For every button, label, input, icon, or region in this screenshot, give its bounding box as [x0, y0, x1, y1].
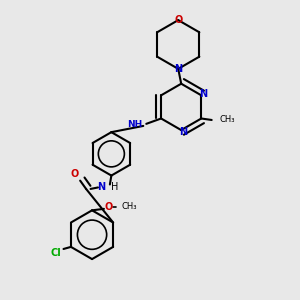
- Text: N: N: [174, 64, 182, 74]
- Text: N: N: [200, 89, 208, 99]
- Text: CH₃: CH₃: [121, 202, 137, 211]
- Text: O: O: [174, 15, 182, 25]
- Text: O: O: [104, 202, 112, 212]
- Text: NH: NH: [127, 120, 142, 129]
- Text: N: N: [97, 182, 105, 193]
- Text: Cl: Cl: [51, 248, 62, 258]
- Text: O: O: [71, 169, 79, 179]
- Text: H: H: [111, 182, 119, 193]
- Text: N: N: [178, 127, 187, 136]
- Text: CH₃: CH₃: [219, 116, 235, 124]
